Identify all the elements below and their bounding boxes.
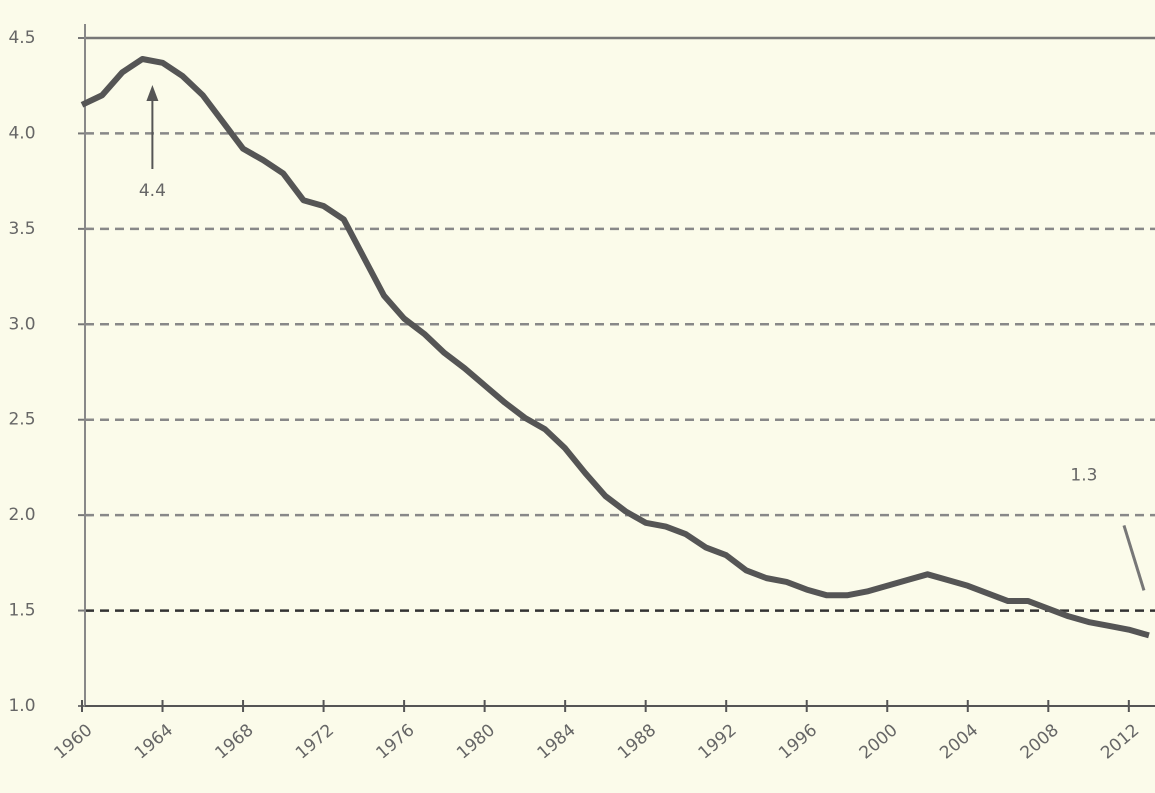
annotation: 4.4 bbox=[139, 181, 166, 201]
y-tick-label: 3.0 bbox=[8, 314, 35, 334]
x-tick-label: 1984 bbox=[534, 720, 580, 763]
x-tick-label: 1968 bbox=[211, 720, 257, 763]
y-tick-label: 3.5 bbox=[8, 219, 35, 239]
x-tick-label: 1972 bbox=[292, 720, 338, 763]
y-tick-label: 1.0 bbox=[8, 696, 35, 716]
x-tick-label: 2000 bbox=[856, 720, 902, 763]
y-tick-label: 2.0 bbox=[8, 505, 35, 525]
line-series bbox=[80, 55, 1150, 639]
annotation-arrow bbox=[1122, 524, 1146, 591]
y-tick-label: 2.5 bbox=[8, 410, 35, 430]
x-tick-label: 2004 bbox=[936, 720, 982, 763]
y-tick-label: 4.5 bbox=[8, 28, 35, 48]
x-tick-label: 1980 bbox=[453, 720, 499, 763]
x-tick-label: 1992 bbox=[695, 720, 741, 763]
y-tick-label: 1.5 bbox=[8, 601, 35, 621]
annotation: 1.3 bbox=[1070, 465, 1097, 485]
annotation-arrowhead bbox=[146, 84, 159, 101]
x-tick-label: 1964 bbox=[131, 720, 177, 763]
x-tick-label: 2008 bbox=[1017, 720, 1063, 763]
y-tick-label: 4.0 bbox=[8, 123, 35, 143]
x-tick-label: 1988 bbox=[614, 720, 660, 763]
x-tick-label: 1996 bbox=[775, 720, 821, 763]
x-tick-label: 1960 bbox=[50, 720, 96, 763]
x-tick-label: 2012 bbox=[1097, 720, 1143, 763]
x-tick-label: 1976 bbox=[373, 720, 419, 763]
